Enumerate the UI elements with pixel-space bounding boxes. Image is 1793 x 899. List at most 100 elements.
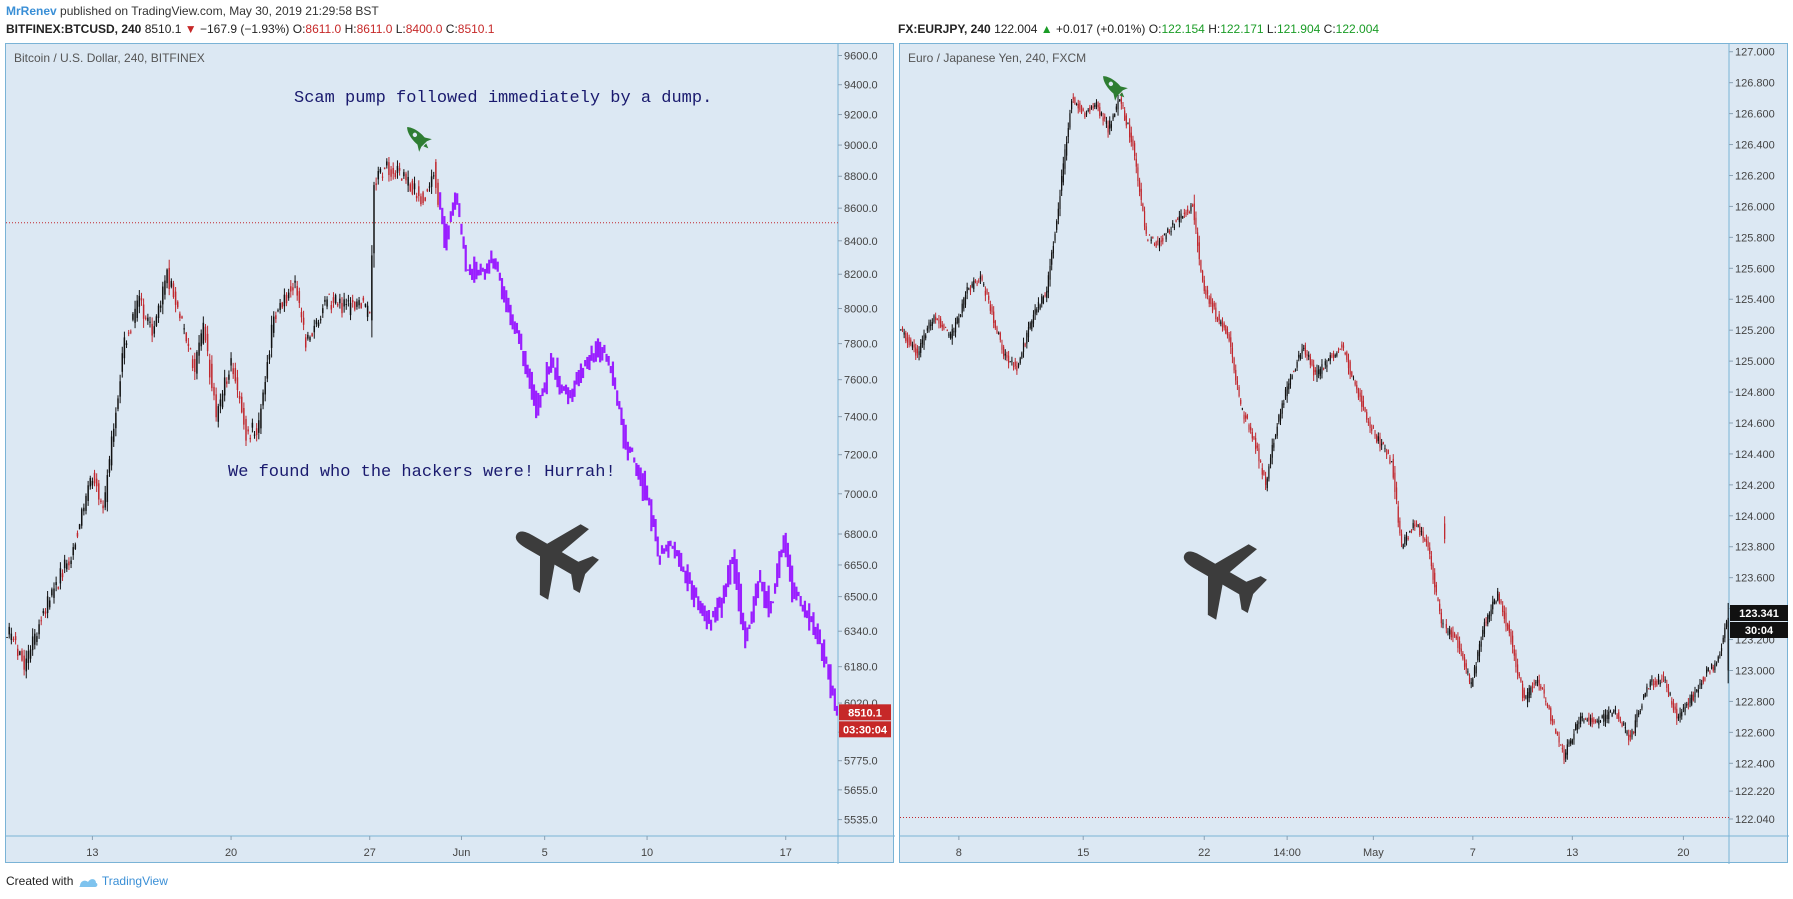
candle-body [1447,631,1449,633]
candle-body [1314,369,1316,373]
x-tick-label: 13 [86,847,98,859]
tradingview-brand[interactable]: TradingView [101,874,168,888]
candle-body [1452,631,1454,638]
candle-body [1003,346,1005,357]
candle-body [684,575,687,580]
candle-body [599,348,601,355]
candle-body [680,558,682,566]
candle-body [1465,663,1467,669]
candle-body [1319,368,1321,376]
candle-body [1135,158,1137,167]
candle-body [1198,242,1200,260]
candle-body [1390,461,1393,463]
candle-body [172,283,175,297]
candle-body [106,475,109,503]
candle-body [1661,678,1663,680]
candle-body [215,394,217,418]
candle-body [1188,212,1190,214]
candle-body [1596,720,1598,722]
candle-body [650,507,653,524]
candle-body [511,315,514,326]
candle-body [458,207,461,213]
btc-chart-panel[interactable]: 9600.0 9400.0 9200.0 9000.0 8800.0 8600.0 8400… [5,43,895,864]
eurjpy-chart-svg[interactable]: 127.000 126.800 126.600 126.400 126.200 126.0… [900,44,1789,864]
candle-body [1359,392,1361,397]
candle-body [744,628,746,643]
candle-body [1245,415,1247,419]
candle-body [789,560,791,578]
candle-body [834,694,836,708]
candle-body [1021,352,1023,358]
y-tick-label: 122.600 [1735,727,1775,739]
candle-body [964,294,967,305]
candle-body [1273,442,1275,448]
candle-body [1654,680,1656,685]
candle-body [1077,104,1079,109]
candle-body [695,590,697,595]
candle-body [1493,599,1495,604]
candle-body [334,295,337,304]
right-open: 122.154 [1161,22,1205,36]
candle-body [1395,487,1398,500]
candle-body [1714,663,1716,671]
candle-body [1349,361,1351,375]
candle-body [693,591,695,601]
candle-body [373,185,375,254]
candle-body [718,600,721,604]
candle-body [1352,377,1355,379]
candle-body [763,588,766,601]
candle-body [450,212,452,221]
candle-body [1339,348,1341,350]
candle-body [1555,729,1557,734]
candle-body [580,367,582,380]
eurjpy-chart-panel[interactable]: 127.000 126.800 126.600 126.400 126.200 126.0… [899,43,1789,864]
candle-body [708,614,710,620]
candle-body [988,295,990,300]
candle-body [951,329,953,339]
candle-body [1337,350,1340,352]
candle-body [986,289,988,294]
candle-body [1550,708,1552,721]
candle-body [682,568,685,570]
candle-body [260,408,262,429]
publisher-name[interactable]: MrRenev [6,4,57,18]
y-tick-label: 6650.0 [844,560,878,572]
candle-body [961,303,963,313]
btc-chart-svg[interactable]: 9600.0 9400.0 9200.0 9000.0 8800.0 8600.0 8400… [6,44,895,864]
y-tick-label: 6340.0 [844,626,878,638]
candle-body [377,171,380,180]
candle-body [1565,752,1567,759]
candle-body [1203,280,1205,291]
candle-body [1656,681,1658,686]
candle-body [1178,216,1180,223]
candle-body [21,650,23,661]
x-tick-label: 27 [364,847,376,859]
candle-body [1463,657,1466,667]
candle-body [1434,572,1436,588]
candle-body [966,287,968,294]
candle-body [1132,139,1134,147]
candle-body [989,304,991,311]
left-o-label: O: [292,22,306,36]
candle-body [518,334,520,340]
candle-body [405,173,407,181]
candle-body [123,337,126,359]
candle-body [68,561,70,566]
candle-body [1241,408,1243,410]
candle-body [906,337,909,343]
candle-body [76,532,79,537]
candle-body [78,524,81,530]
candle-body [307,334,309,339]
countdown-label-bg [1730,622,1788,638]
candle-body [1472,678,1474,687]
candle-body [234,368,237,382]
candle-body [1644,692,1646,697]
candle-body [1346,352,1348,360]
candle-body [1306,353,1308,357]
candle-body [1167,228,1169,233]
candle-body [1531,686,1534,689]
left-symbol: BITFINEX:BTCUSD, 240 [6,22,142,36]
candle-body [499,273,501,280]
candle-body [1722,637,1724,643]
candle-body [663,549,665,553]
